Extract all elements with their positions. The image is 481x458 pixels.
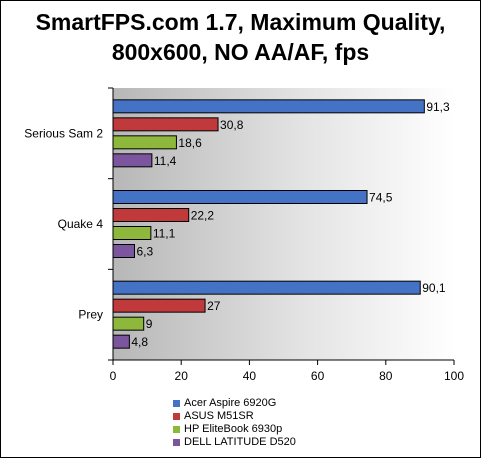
category-label-2: Prey — [78, 308, 103, 322]
data-label-0-2: 18,6 — [178, 136, 202, 150]
x-tick-label-0: 0 — [110, 369, 117, 383]
legend: Acer Aspire 6920G ASUS M51SR HP EliteBook … — [173, 397, 373, 449]
data-label-1-2: 11,1 — [153, 227, 176, 241]
x-tick-label-1: 20 — [175, 369, 189, 383]
legend-swatch-0 — [173, 400, 180, 407]
legend-swatch-3 — [173, 439, 180, 446]
data-label-2-0: 90,1 — [422, 281, 446, 295]
category-label-0: Serious Sam 2 — [24, 126, 103, 140]
x-tick-label-2: 40 — [243, 369, 257, 383]
bar-2-0 — [112, 280, 421, 295]
legend-label-0: Acer Aspire 6920G — [184, 397, 277, 409]
bar-2-3 — [112, 334, 130, 349]
data-label-1-0: 74,5 — [369, 191, 393, 205]
bar-0-0 — [112, 99, 425, 114]
legend-label-1: ASUS M51SR — [184, 410, 254, 422]
legend-item-1: ASUS M51SR — [173, 410, 373, 423]
data-label-0-1: 30,8 — [220, 118, 244, 132]
legend-swatch-2 — [173, 426, 180, 433]
bar-1-0 — [112, 190, 368, 204]
legend-label-3: DELL LATITUDE D520 — [184, 436, 296, 448]
bar-0-3 — [112, 153, 153, 168]
bar-2-2 — [112, 316, 145, 331]
category-label-1: Quake 4 — [58, 217, 104, 231]
data-label-2-3: 4,8 — [131, 335, 148, 349]
bar-2-1 — [112, 298, 206, 313]
plot-background — [113, 88, 454, 360]
data-label-0-0: 91,3 — [426, 100, 450, 114]
legend-item-0: Acer Aspire 6920G — [173, 397, 373, 410]
x-tick-label-3: 60 — [311, 369, 325, 383]
legend-item-2: HP EliteBook 6930p — [173, 423, 373, 436]
bar-1-1 — [112, 208, 190, 222]
chart-title: SmartFPS.com 1.7, Maximum Quality, 800x6… — [35, 9, 446, 65]
legend-swatch-1 — [173, 413, 180, 420]
data-label-2-2: 9 — [146, 317, 153, 331]
legend-item-3: DELL LATITUDE D520 — [173, 436, 373, 449]
data-label-0-3: 11,4 — [154, 154, 177, 168]
bar-0-1 — [112, 117, 219, 132]
bar-1-2 — [112, 226, 152, 240]
data-label-1-3: 6,3 — [136, 245, 153, 259]
x-tick-label-4: 80 — [379, 369, 393, 383]
legend-label-2: HP EliteBook 6930p — [184, 423, 283, 435]
data-label-1-1: 22,2 — [191, 209, 215, 223]
bar-0-2 — [112, 135, 177, 150]
x-tick-label-5: 100 — [444, 369, 464, 383]
bar-1-3 — [112, 244, 135, 258]
data-label-2-1: 27 — [207, 299, 221, 313]
